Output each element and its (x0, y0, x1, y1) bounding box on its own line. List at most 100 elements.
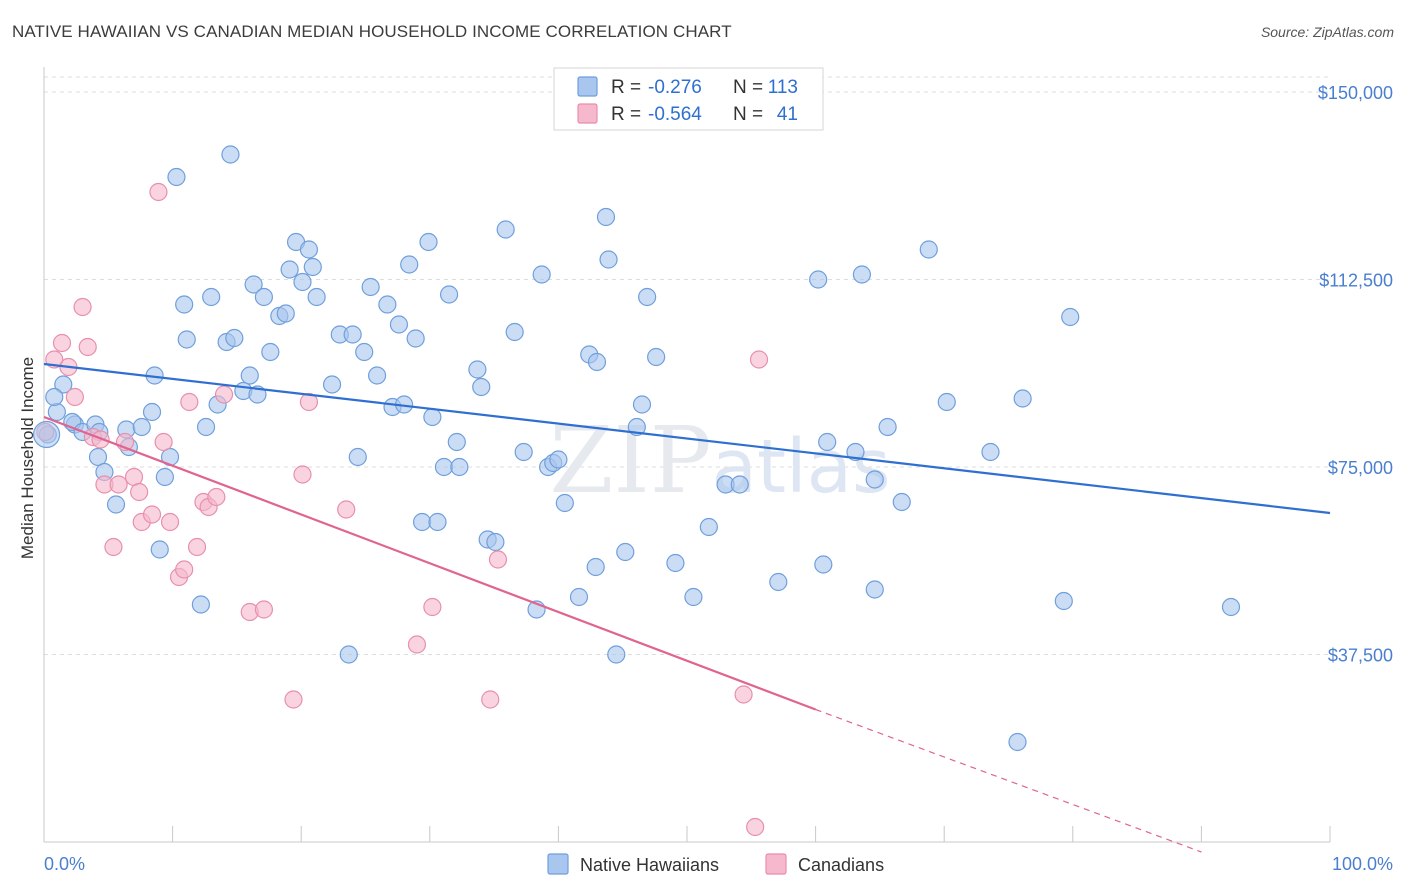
trend-lines (43, 362, 1331, 853)
native-hawaiian-point (400, 255, 419, 274)
native-hawaiian-point (769, 572, 788, 592)
canadian-point (337, 500, 356, 519)
canadian-point (207, 487, 226, 507)
native-hawaiian-point (276, 304, 295, 323)
native-hawaiian-point (1061, 307, 1080, 327)
x-tick-label: 100.0% (1332, 854, 1393, 874)
native-hawaiian-point (892, 492, 911, 512)
native-hawaiian-point (937, 392, 956, 412)
native-hawaiian-point (142, 402, 162, 422)
native-hawaiian-point (549, 450, 568, 469)
native-hawaiian-point (419, 232, 438, 252)
canadian-point (488, 550, 508, 569)
native-hawaiian-point (607, 645, 626, 664)
data-points (32, 145, 1241, 837)
native-hawaiian-point (919, 240, 938, 259)
native-hawaiian-point (343, 325, 362, 344)
watermark: ZIPatlas (550, 407, 891, 514)
native-hawaiian-point (586, 557, 605, 577)
native-hawaiian-point (303, 257, 322, 277)
native-hawaiian-point (225, 328, 244, 348)
native-hawaiian-point (32, 420, 61, 449)
stats-legend-box (553, 67, 824, 131)
native-hawaiian-point (191, 595, 210, 614)
native-hawaiian-point (865, 580, 884, 599)
native-hawaiian-point (378, 295, 397, 314)
canadian-point (749, 350, 769, 369)
pink-legend-swatch (577, 103, 598, 124)
canadian-point (73, 297, 92, 317)
canadian-trend-extension (815, 708, 1202, 853)
native-hawaiian-point (412, 512, 432, 532)
canadian-point (175, 560, 194, 579)
x-tick-label: 0.0% (44, 854, 85, 874)
canadian-point (214, 385, 234, 404)
y-tick-label: $150,000 (1318, 83, 1393, 103)
native-hawaiian-point (616, 542, 635, 562)
canadian-point (160, 512, 180, 532)
grid-lines (44, 76, 1330, 655)
legend-n-value: 41 (777, 104, 798, 125)
native-hawaiian-point (361, 277, 380, 297)
native-hawaiian-point (846, 442, 865, 462)
native-hawaiian-point (439, 285, 459, 304)
canadian-point (284, 690, 303, 709)
canadian-point (423, 597, 442, 617)
native-hawaiian-point (596, 207, 616, 227)
native-hawaiian-trend (43, 362, 1331, 515)
canadian-point (130, 482, 149, 502)
legend-native-hawaiians-swatch (547, 853, 569, 875)
canadian-point (154, 432, 173, 452)
y-axis-label: Median Household Income (18, 357, 37, 559)
native-hawaiian-point (348, 447, 367, 467)
native-hawaiian-point (818, 432, 837, 452)
native-hawaiian-point (428, 512, 447, 532)
chart-title: NATIVE HAWAIIAN VS CANADIAN MEDIAN HOUSE… (12, 22, 732, 41)
legend-n-value: 113 (768, 77, 798, 98)
native-hawaiian-point (54, 375, 73, 394)
native-hawaiian-point (177, 330, 196, 349)
native-hawaiian-point (434, 457, 454, 477)
native-hawaiian-point (666, 553, 685, 573)
native-hawaiian-point (447, 432, 466, 452)
native-hawaiian-point (367, 366, 387, 385)
native-hawaiian-point (106, 495, 126, 514)
canadian-point (746, 817, 765, 837)
native-hawaiian-point (638, 287, 657, 307)
canadian-point (734, 685, 753, 704)
native-hawaiian-point (150, 540, 169, 559)
stats-legend: R = -0.276 N = 113 R = -0.564 N = 41 (553, 67, 824, 131)
native-hawaiian-point (1221, 597, 1241, 617)
native-hawaiian-point (532, 265, 551, 284)
native-hawaiian-point (450, 457, 469, 477)
native-hawaiian-point (244, 275, 263, 294)
source-label: Source: ZipAtlas.com (1260, 24, 1394, 40)
canadian-trend (43, 415, 816, 711)
native-hawaiian-point (514, 442, 533, 462)
series-legend: Native Hawaiians Canadians (547, 853, 884, 875)
axes (43, 67, 1331, 843)
native-hawaiian-point (555, 493, 574, 513)
canadian-point (299, 392, 319, 412)
native-hawaiian-point (175, 295, 194, 314)
native-hawaiian-point (355, 342, 374, 362)
native-hawaiian-point (155, 467, 174, 487)
legend-r-value: -0.276 (648, 77, 702, 98)
legend-r-label: R = (611, 104, 641, 125)
native-hawaiian-point (293, 272, 312, 292)
native-hawaiian-point (389, 315, 409, 334)
canadian-point (407, 635, 427, 654)
native-hawaiian-point (472, 377, 491, 397)
native-hawaiian-point (981, 442, 1000, 462)
legend-canadians-swatch (765, 853, 787, 875)
watermark-text: ZIPatlas (550, 407, 891, 514)
native-hawaiian-point (587, 352, 607, 372)
canadian-point (65, 387, 84, 407)
legend-canadians-label: Canadians (798, 855, 884, 875)
canadian-point (481, 690, 500, 709)
native-hawaiian-point (322, 375, 342, 394)
native-hawaiian-point (88, 447, 108, 467)
legend-n-label: N = (733, 104, 763, 125)
native-hawaiian-point (240, 366, 259, 385)
